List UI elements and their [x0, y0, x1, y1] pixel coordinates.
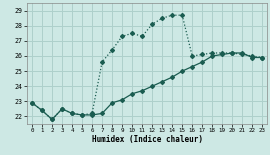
X-axis label: Humidex (Indice chaleur): Humidex (Indice chaleur): [92, 135, 203, 144]
